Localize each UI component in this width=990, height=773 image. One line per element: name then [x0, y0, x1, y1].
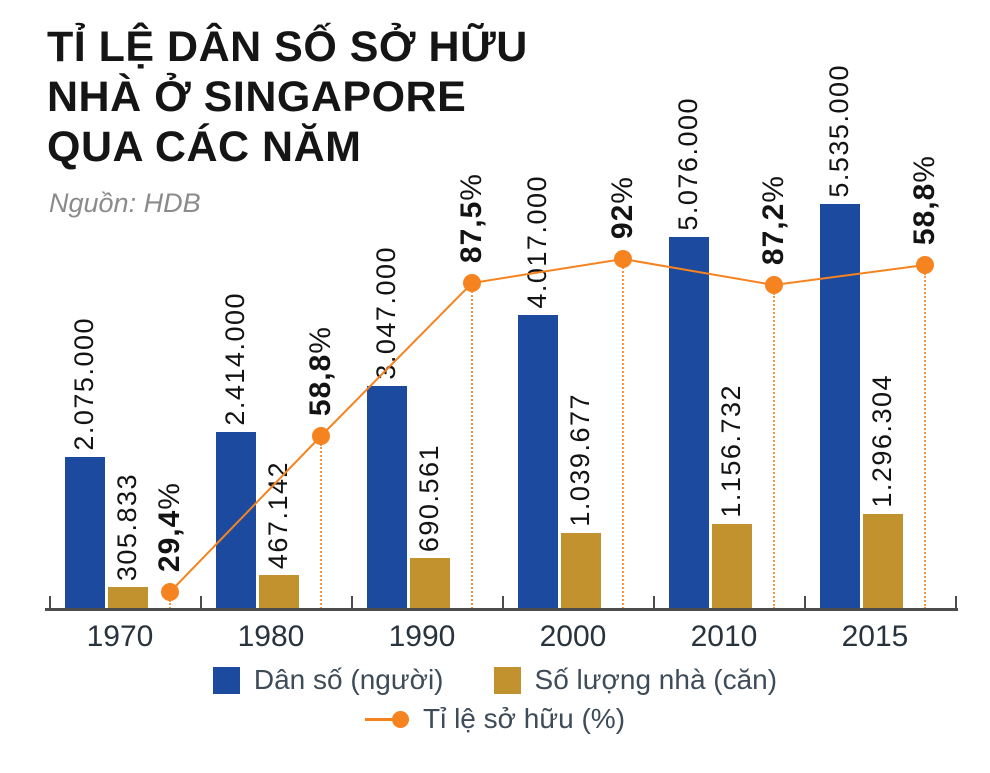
rate-percent-label: 87,5% — [455, 172, 488, 263]
rate-guide-line — [924, 273, 926, 609]
houses-bar — [561, 533, 601, 609]
legend-row: Tỉ lệ sở hữu (%) — [364, 703, 626, 735]
houses-value-label: 1.296.304 — [867, 374, 897, 508]
rate-percent-label: 58,8% — [304, 325, 337, 416]
rate-guide-line — [773, 293, 775, 609]
legend-label: Số lượng nhà (căn) — [534, 664, 778, 695]
axis-tick — [200, 596, 202, 609]
houses-bar — [108, 587, 148, 609]
year-label: 1990 — [388, 620, 456, 653]
source-note: Nguồn: HDB — [49, 188, 201, 218]
title-line: TỈ LỆ DÂN SỐ SỞ HỮU — [47, 23, 528, 71]
rate-guide-line — [169, 600, 171, 609]
axis-tick — [653, 596, 655, 609]
houses-value-label: 690.561 — [414, 443, 444, 552]
axis-tick — [804, 596, 806, 609]
legend-label: Tỉ lệ sở hữu (%) — [422, 703, 626, 734]
houses-value-label: 467.142 — [263, 460, 293, 569]
rate-dot — [614, 250, 632, 268]
houses-value-label: 1.039.677 — [565, 393, 595, 527]
population-value-label: 5.535.000 — [824, 64, 854, 198]
population-value-label: 2.414.000 — [220, 292, 250, 426]
population-bar — [518, 315, 558, 609]
title-line: QUA CÁC NĂM — [47, 123, 362, 171]
rate-percent-label: 58,8% — [908, 154, 941, 245]
population-value-label: 4.017.000 — [522, 175, 552, 309]
rate-dot — [916, 256, 934, 274]
year-label: 2015 — [841, 620, 909, 653]
rate-dot — [161, 583, 179, 601]
legend-item-population: Dân số (người) — [212, 664, 444, 696]
legend-row: Dân số (người) Số lượng nhà (căn) — [212, 664, 778, 696]
houses-value-label: 305.833 — [112, 472, 142, 581]
population-value-label: 2.075.000 — [69, 317, 99, 451]
rate-dot — [312, 427, 330, 445]
population-value-label: 3.047.000 — [371, 246, 401, 380]
rate-line-marker-icon — [364, 710, 409, 728]
rate-guide-line — [471, 291, 473, 609]
population-value-label: 5.076.000 — [673, 97, 703, 231]
title-line: NHÀ Ở SINGAPORE — [47, 73, 467, 121]
legend: Dân số (người) Số lượng nhà (căn) Tỉ lệ … — [0, 664, 990, 735]
axis-tick — [49, 596, 51, 609]
page-title: TỈ LỆ DÂN SỐ SỞ HỮU NHÀ Ở SINGAPORE QUA … — [47, 22, 528, 172]
year-label: 2010 — [690, 620, 758, 653]
rate-percent-label: 29,4% — [153, 481, 186, 572]
population-bar — [669, 237, 709, 609]
rate-guide-line — [622, 267, 624, 609]
axis-tick — [502, 596, 504, 609]
population-bar — [65, 457, 105, 609]
year-label: 1980 — [237, 620, 305, 653]
population-bar — [216, 432, 256, 609]
houses-swatch — [493, 666, 521, 694]
houses-bar — [410, 558, 450, 609]
legend-item-houses: Số lượng nhà (căn) — [493, 664, 778, 696]
houses-value-label: 1.156.732 — [716, 384, 746, 518]
legend-dot — [391, 711, 409, 728]
rate-guide-line — [320, 444, 322, 609]
population-bar — [820, 204, 860, 609]
x-axis-line — [45, 608, 958, 611]
legend-line — [364, 718, 409, 721]
population-swatch — [212, 666, 240, 694]
houses-bar — [863, 514, 903, 609]
axis-tick — [955, 596, 957, 609]
population-bar — [367, 386, 407, 609]
axis-tick — [351, 596, 353, 609]
rate-dot — [463, 274, 481, 292]
houses-bar — [712, 524, 752, 609]
houses-bar — [259, 575, 299, 609]
year-label: 1970 — [86, 620, 154, 653]
legend-item-rate: Tỉ lệ sở hữu (%) — [364, 703, 626, 735]
legend-label: Dân số (người) — [253, 664, 444, 695]
rate-dot — [765, 276, 783, 294]
rate-percent-label: 92% — [606, 175, 639, 239]
year-label: 2000 — [539, 620, 607, 653]
rate-percent-label: 87,2% — [757, 174, 790, 265]
